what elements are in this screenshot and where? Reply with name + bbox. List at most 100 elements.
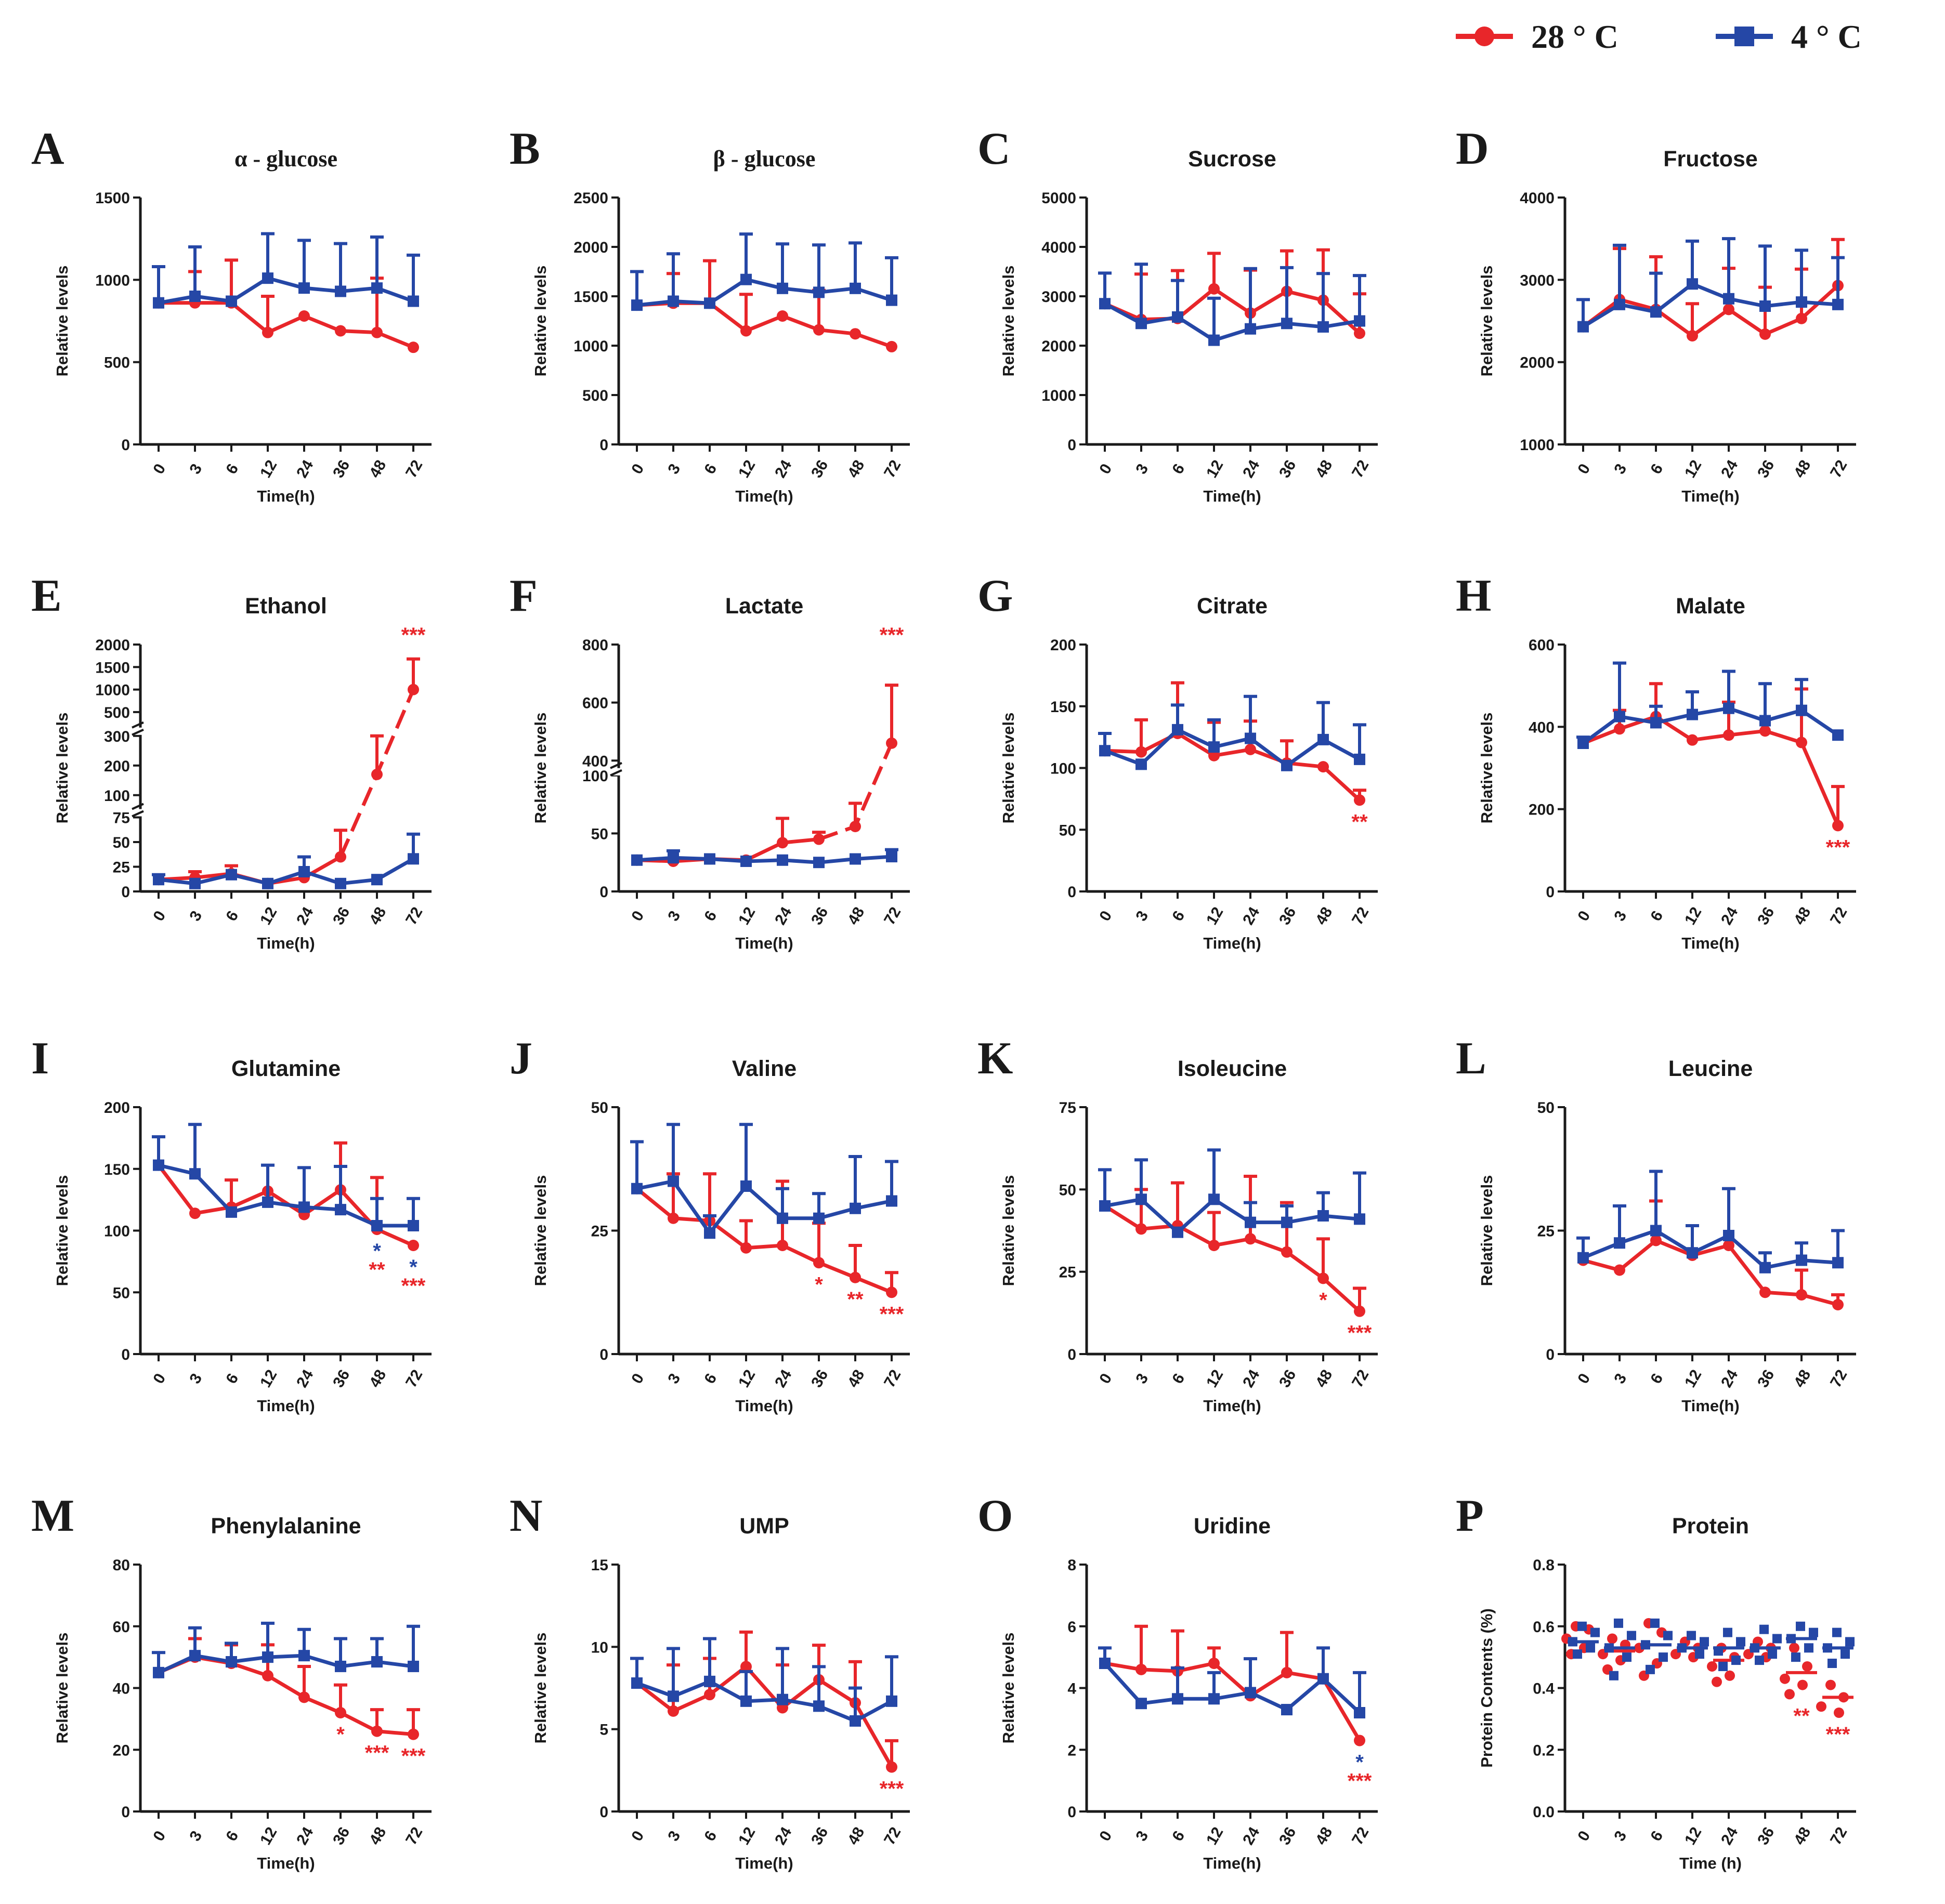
x-tick-label: 0 xyxy=(1574,1828,1594,1844)
x-tick-label: 24 xyxy=(772,457,795,481)
significance-marker: *** xyxy=(401,624,426,647)
x-tick-label: 36 xyxy=(1754,457,1778,481)
x-axis-title: Time(h) xyxy=(257,487,315,505)
y-tick-label: 6 xyxy=(1067,1619,1076,1636)
x-tick-label: 72 xyxy=(1349,1367,1372,1390)
data-point-circle xyxy=(1759,328,1771,340)
data-point-square xyxy=(740,855,752,867)
data-point-square xyxy=(813,857,825,869)
series-4c xyxy=(630,1123,898,1239)
data-point-square xyxy=(1172,1226,1183,1238)
data-point-circle xyxy=(1796,312,1807,324)
y-tick-label: 20 xyxy=(113,1742,130,1759)
x-tick-label: 36 xyxy=(1276,457,1299,481)
data-point-square xyxy=(335,1660,346,1672)
data-point-circle xyxy=(1281,1666,1293,1678)
y-tick-label: 100 xyxy=(104,787,130,805)
x-tick-label: 3 xyxy=(664,908,684,924)
legend-label: 4 ° C xyxy=(1791,18,1862,55)
data-point-circle xyxy=(1317,761,1329,773)
y-tick-label: 0 xyxy=(121,437,130,454)
data-point-square xyxy=(335,877,346,889)
x-tick-label: 72 xyxy=(881,457,904,481)
data-point-square xyxy=(704,1227,715,1239)
x-tick-label: 3 xyxy=(664,461,684,477)
y-tick-label: 0.4 xyxy=(1533,1680,1555,1698)
data-point-square xyxy=(1687,1631,1696,1640)
data-point-square xyxy=(886,1695,897,1707)
data-point-circle xyxy=(1832,1299,1844,1310)
data-point-square xyxy=(1731,1656,1741,1665)
data-point-circle xyxy=(298,1691,310,1703)
x-tick-label: 72 xyxy=(1349,457,1372,481)
series-line xyxy=(158,1163,413,1228)
data-point-square xyxy=(1172,724,1183,736)
panel-letter: G xyxy=(977,571,1013,621)
x-tick-label: 6 xyxy=(1647,461,1666,477)
data-point-square xyxy=(1687,708,1698,720)
x-tick-label: 24 xyxy=(293,1824,317,1848)
x-axis-title: Time(h) xyxy=(735,487,793,505)
y-tick-label: 1500 xyxy=(573,288,608,306)
data-point-square xyxy=(1755,1656,1764,1665)
x-axis-title: Time (h) xyxy=(1679,1854,1742,1872)
data-point-circle xyxy=(1354,794,1365,806)
data-point-square xyxy=(1208,741,1220,753)
x-tick-label: 12 xyxy=(257,457,280,481)
data-point-square xyxy=(1135,758,1147,770)
data-point-circle xyxy=(1725,1670,1735,1681)
x-tick-label: 6 xyxy=(223,1371,242,1387)
data-point-square xyxy=(1354,1213,1365,1225)
y-tick-label: 100 xyxy=(582,768,608,785)
y-tick-label: 0 xyxy=(1067,884,1076,901)
data-point-square xyxy=(371,1656,383,1668)
legend-marker-circle xyxy=(1474,27,1494,46)
x-tick-label: 0 xyxy=(1096,908,1115,924)
data-point-square xyxy=(1245,1216,1256,1228)
data-point-circle xyxy=(813,324,825,336)
data-point-circle xyxy=(1650,1235,1662,1246)
data-point-square xyxy=(740,1180,752,1192)
data-point-circle xyxy=(1607,1633,1617,1644)
x-tick-label: 48 xyxy=(1791,1824,1814,1848)
data-point-circle xyxy=(1723,729,1734,741)
x-tick-label: 24 xyxy=(772,1824,795,1848)
x-tick-label: 36 xyxy=(808,457,831,481)
data-point-circle xyxy=(1834,1708,1844,1718)
y-tick-label: 50 xyxy=(113,834,130,851)
data-point-square xyxy=(668,295,679,307)
x-tick-label: 72 xyxy=(1827,1824,1850,1848)
data-point-square xyxy=(850,1715,861,1727)
y-tick-label: 25 xyxy=(1537,1223,1555,1240)
data-point-square xyxy=(813,1700,825,1712)
y-axis-title: Relative levels xyxy=(999,266,1017,377)
data-point-square xyxy=(298,282,310,294)
y-tick-label: 1000 xyxy=(95,682,130,699)
data-point-circle xyxy=(1208,750,1220,761)
panel-title: α - glucose xyxy=(234,146,337,172)
data-point-square xyxy=(886,851,897,863)
data-point-square xyxy=(1723,702,1734,714)
x-tick-label: 0 xyxy=(628,1371,647,1387)
x-tick-label: 24 xyxy=(1718,1824,1741,1848)
x-tick-label: 3 xyxy=(186,1371,205,1387)
x-tick-label: 0 xyxy=(150,461,169,477)
panel-title: Sucrose xyxy=(1188,147,1276,172)
significance-marker: * xyxy=(373,1240,381,1263)
data-point-square xyxy=(1281,1216,1293,1228)
x-tick-label: 3 xyxy=(664,1371,684,1387)
x-tick-label: 0 xyxy=(628,1828,647,1844)
x-tick-label: 36 xyxy=(1754,1367,1778,1390)
data-point-square xyxy=(1614,1237,1625,1249)
series-line xyxy=(635,1664,894,1768)
data-point-square xyxy=(1845,1637,1855,1647)
x-axis-title: Time(h) xyxy=(735,934,793,952)
data-point-circle xyxy=(408,684,419,695)
x-tick-label: 3 xyxy=(186,908,205,924)
x-tick-label: 6 xyxy=(223,1828,242,1844)
x-tick-label: 0 xyxy=(1574,1371,1594,1387)
